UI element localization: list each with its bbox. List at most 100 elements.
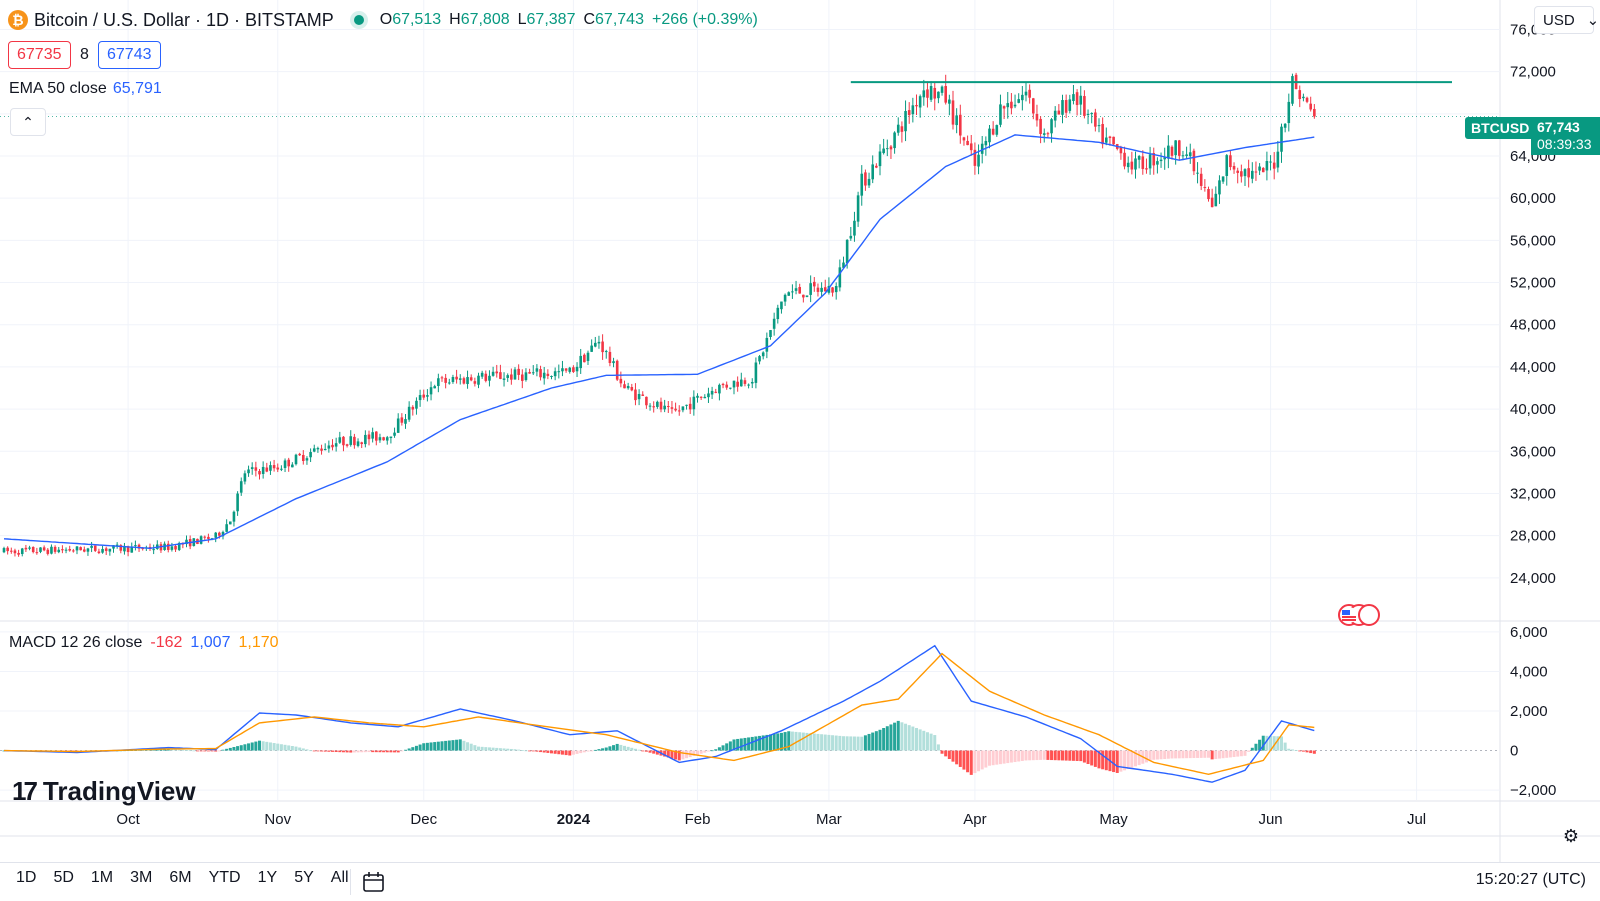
candle-body [243, 473, 247, 482]
macd-histogram-bar [404, 749, 407, 751]
price-axis-label: 40,000 [1510, 401, 1556, 418]
candle-body [780, 301, 783, 310]
macd-axis-label: 6,000 [1510, 624, 1548, 641]
candle-body [1192, 150, 1196, 172]
macd-histogram-bar [279, 744, 283, 751]
candle-body [783, 294, 787, 302]
macd-histogram-bar [1035, 750, 1039, 761]
candle-body [491, 371, 495, 376]
candle-body [349, 436, 353, 445]
sell-button[interactable]: 67735 [8, 41, 71, 69]
utc-clock[interactable]: 15:20:27 (UTC) [1475, 871, 1586, 888]
range-6m-button[interactable]: 6M [169, 869, 192, 886]
macd-histogram-bar [320, 750, 324, 752]
candle-body [692, 396, 696, 410]
price-axis-label: 28,000 [1510, 528, 1556, 545]
range-all-button[interactable]: All [330, 869, 349, 886]
candle-body [834, 286, 838, 293]
candle-body [561, 368, 564, 372]
candle-body [750, 381, 754, 384]
candle-body [422, 394, 426, 398]
candle-body [236, 493, 239, 512]
candle-body [42, 547, 46, 551]
macd-histogram-bar [1301, 750, 1305, 752]
macd-histogram-bar [378, 750, 382, 753]
macd-histogram-bar [1064, 750, 1068, 761]
collapse-legend-button[interactable]: ⌃ [10, 108, 46, 136]
buy-button[interactable]: 67743 [98, 41, 161, 69]
macd-histogram-bar [703, 750, 707, 753]
candle-body [813, 281, 816, 287]
candle-body [448, 382, 451, 384]
macd-histogram-bar [1174, 750, 1178, 759]
candle-body [1240, 171, 1243, 177]
macd-histogram-bar [842, 736, 845, 751]
candle-body [225, 524, 228, 532]
macd-histogram-bar [1214, 750, 1218, 759]
candle-body [991, 128, 995, 135]
candle-body [229, 521, 232, 525]
high-value: 67,808 [460, 11, 510, 28]
macd-histogram-bar [1039, 750, 1043, 760]
candle-body [962, 137, 966, 141]
macd-histogram-bar [984, 750, 988, 768]
macd-histogram-bar [736, 738, 740, 751]
candle-body [1261, 167, 1265, 173]
candle-body [1167, 145, 1170, 159]
candle-body [400, 417, 404, 423]
candle-body [524, 372, 528, 381]
macd-histogram-bar [433, 742, 437, 751]
candle-body [1123, 152, 1126, 167]
range-1m-button[interactable]: 1M [90, 869, 114, 886]
gear-icon[interactable]: ⚙ [1562, 826, 1580, 846]
ema-50-line [3, 134, 1315, 550]
price-axis-label: 36,000 [1510, 443, 1556, 460]
macd-histogram-bar [925, 732, 929, 751]
calendar-goto-icon[interactable] [362, 871, 386, 893]
ohlc-readout: O67,513 H67,808 L67,387 C67,743 +266 (+0… [379, 11, 758, 28]
macd-histogram-bar [1298, 750, 1302, 752]
range-5y-button[interactable]: 5Y [294, 869, 314, 886]
candle-body [886, 148, 889, 150]
candle-body [1028, 89, 1031, 98]
ema-legend[interactable]: EMA 50 close 65,791 [9, 80, 162, 98]
economic-events-icon[interactable] [1338, 604, 1394, 626]
candle-body [656, 401, 659, 407]
macd-histogram-bar [546, 750, 550, 753]
currency-select[interactable]: USD ⌄ [1534, 6, 1599, 34]
macd-legend[interactable]: MACD 12 26 close -162 1,007 1,170 [9, 634, 279, 652]
candle-body [404, 419, 407, 424]
macd-histogram-bar [823, 734, 827, 751]
candle-body [356, 441, 360, 446]
macd-histogram-bar [769, 734, 772, 751]
candle-body [112, 545, 115, 549]
macd-histogram-bar [1006, 750, 1010, 764]
macd-histogram-bar [816, 733, 820, 751]
macd-histogram-bar [1028, 750, 1032, 761]
tradingview-logo[interactable]: 17 TradingView [12, 776, 196, 807]
candle-body [10, 550, 13, 552]
candle-body [126, 546, 130, 553]
range-ytd-button[interactable]: YTD [208, 869, 241, 886]
macd-histogram-bar [221, 749, 225, 751]
range-5d-button[interactable]: 5D [53, 869, 74, 886]
candle-body [1214, 193, 1218, 207]
candle-body [86, 548, 90, 552]
macd-histogram-bar [1079, 750, 1083, 762]
macd-axis-label: 0 [1510, 743, 1518, 760]
candle-body [2, 548, 6, 553]
candle-body [61, 549, 64, 551]
candle-body [710, 390, 714, 395]
candle-body [166, 543, 170, 550]
range-1y-button[interactable]: 1Y [257, 869, 278, 886]
range-3m-button[interactable]: 3M [130, 869, 153, 886]
price-chart[interactable]: Oct Nov Dec 2024 Feb Mar Apr May Jun Jul 24,000 28,… [0, 0, 1600, 862]
macd-histogram-bar [827, 734, 831, 751]
candle-body [28, 547, 31, 549]
symbol-title[interactable]: Bitcoin / U.S. Dollar · 1D · BITSTAMP [34, 9, 334, 30]
range-1d-button[interactable]: 1D [16, 869, 37, 886]
candle-body [364, 434, 367, 445]
candle-body [323, 448, 327, 451]
candle-body [707, 393, 710, 398]
candle-body [1126, 162, 1130, 168]
